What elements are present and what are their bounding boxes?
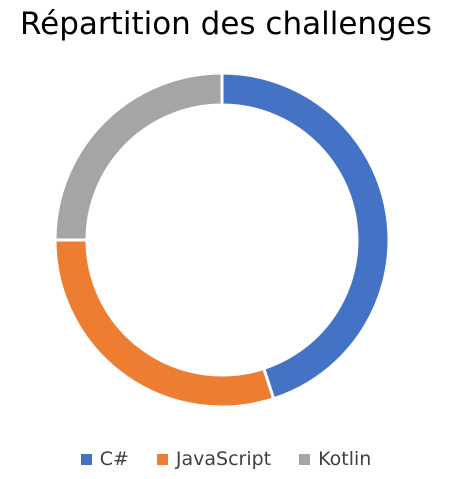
donut-slice-csharp[interactable]	[220, 71, 391, 401]
chart-title: Répartition des challenges	[20, 6, 432, 42]
donut-chart	[53, 71, 391, 409]
donut-slice-kotlin[interactable]	[53, 71, 224, 242]
legend-swatch-javascript	[156, 453, 168, 465]
legend-swatch-csharp	[80, 453, 92, 465]
legend-label-csharp: C#	[99, 448, 129, 470]
legend: C# JavaScript Kotlin	[0, 446, 452, 472]
donut-slice-javascript[interactable]	[53, 238, 276, 409]
legend-item-javascript[interactable]: JavaScript	[156, 446, 272, 472]
legend-label-javascript: JavaScript	[175, 448, 272, 470]
legend-item-csharp[interactable]: C#	[80, 446, 129, 472]
legend-label-kotlin: Kotlin	[318, 448, 372, 470]
legend-swatch-kotlin	[299, 453, 311, 465]
legend-item-kotlin[interactable]: Kotlin	[299, 446, 371, 472]
